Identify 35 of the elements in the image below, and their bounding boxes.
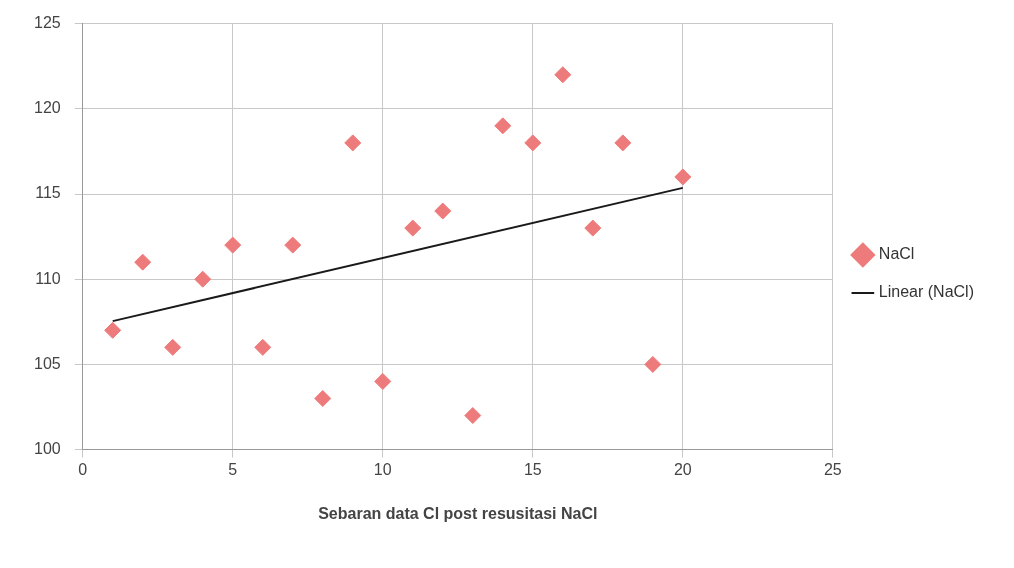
point xyxy=(404,219,422,237)
point xyxy=(614,134,632,152)
x-tick-label: 0 xyxy=(78,460,88,478)
x-axis-title: Sebaran data Cl post resusitasi NaCl xyxy=(318,504,598,522)
x-tick-label: 10 xyxy=(373,460,392,478)
point xyxy=(374,372,392,390)
point xyxy=(464,407,482,425)
point xyxy=(434,202,452,220)
point xyxy=(164,338,182,356)
y-tick-label: 115 xyxy=(35,184,61,202)
point xyxy=(134,253,152,271)
x-tick-label: 20 xyxy=(673,460,692,478)
point xyxy=(554,66,572,84)
x-tick-label: 25 xyxy=(823,460,842,478)
legend-label: Linear (NaCl) xyxy=(878,283,974,301)
y-tick-label: 120 xyxy=(33,99,61,117)
point xyxy=(524,134,542,152)
point xyxy=(344,134,362,152)
point xyxy=(254,338,272,356)
point xyxy=(584,219,602,237)
point xyxy=(224,236,242,254)
y-tick-label: 100 xyxy=(33,440,61,458)
y-tick-label: 110 xyxy=(35,269,61,287)
point xyxy=(314,389,332,407)
point xyxy=(494,117,512,135)
point xyxy=(104,321,122,339)
x-tick-label: 15 xyxy=(523,460,542,478)
x-tick-label: 5 xyxy=(228,460,238,478)
point xyxy=(644,355,662,373)
y-tick-label: 125 xyxy=(33,14,61,32)
legend-label: NaCl xyxy=(878,245,915,263)
point xyxy=(284,236,302,254)
point xyxy=(674,168,692,186)
y-tick-label: 105 xyxy=(33,354,61,372)
point xyxy=(194,270,212,288)
